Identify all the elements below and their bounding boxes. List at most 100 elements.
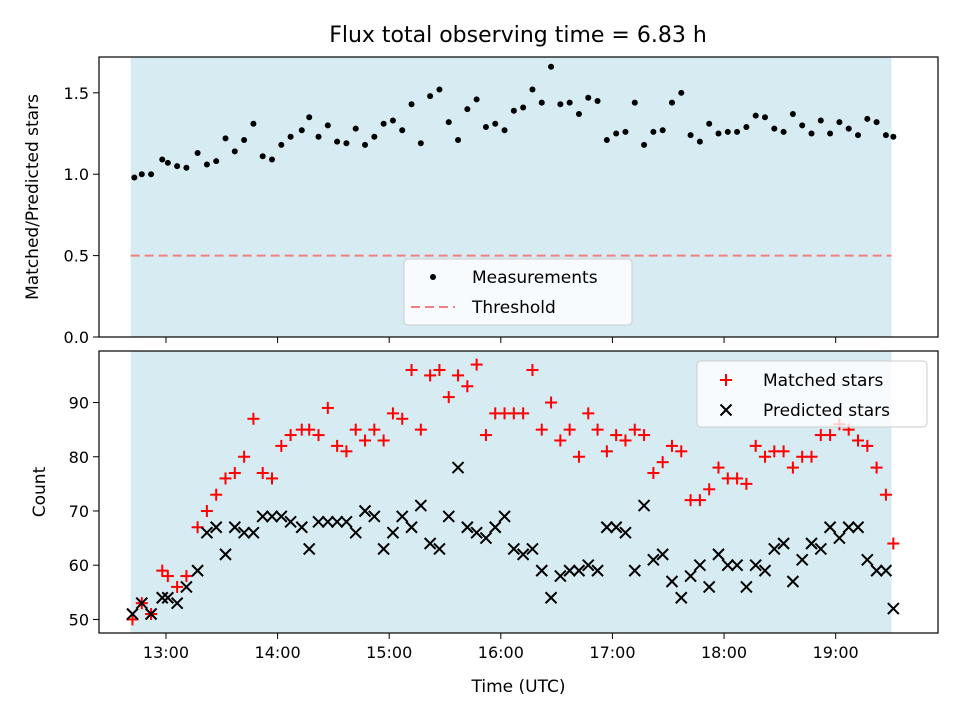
predicted-star-point	[609, 521, 623, 534]
y-tick-label: 70	[69, 502, 89, 521]
measurement-point	[250, 120, 257, 127]
measurement-point	[585, 94, 592, 101]
measurement-point	[231, 148, 238, 155]
ratio-panel: 0.0 0.5 1.0 1.5 Matched/Predicted stars Mea…	[23, 56, 939, 347]
matched-star-point	[156, 564, 169, 577]
matched-star-point	[870, 461, 883, 474]
y-tick-label: 1.0	[64, 165, 89, 184]
predicted-star-point	[265, 510, 279, 523]
matched-star-point	[887, 537, 900, 550]
matched-star-point	[731, 472, 744, 485]
matched-star-point	[424, 369, 437, 382]
matched-star-point	[554, 434, 567, 447]
measurement-point	[724, 128, 731, 135]
matched-star-point	[479, 429, 492, 442]
legend-label-threshold: Threshold	[471, 298, 556, 318]
matched-star-point	[656, 456, 669, 469]
matched-star-point	[266, 472, 279, 485]
predicted-star-point	[358, 504, 372, 518]
measurement-point	[696, 138, 703, 145]
measurement-point	[864, 115, 871, 122]
y-axis-ticks: 50 60 70 80 90	[69, 394, 99, 629]
measurement-point	[575, 110, 582, 117]
predicted-star-point	[628, 564, 641, 577]
matched-star-point	[675, 445, 688, 458]
measurement-point	[548, 63, 555, 70]
measurement-point	[408, 101, 415, 108]
measurement-point	[836, 119, 843, 126]
matched-star-point	[303, 423, 316, 436]
x-tick-label: 14:00	[255, 643, 301, 662]
matched-star-point	[228, 467, 241, 480]
legend-marker-predicted	[719, 403, 733, 417]
predicted-star-point	[805, 537, 818, 550]
measurement-point	[427, 93, 434, 100]
matched-star-point	[879, 488, 892, 501]
predicted-star-point	[386, 526, 400, 539]
matched-star-points	[126, 358, 900, 626]
predicted-star-point	[563, 564, 576, 577]
x-axis-label: Time (UTC)	[471, 677, 566, 697]
chart-title: Flux total observing time = 6.83 h	[329, 23, 707, 48]
matched-star-point	[824, 429, 837, 442]
matched-star-point	[712, 461, 725, 474]
measurement-point	[445, 119, 452, 126]
measurement-point	[287, 133, 294, 140]
measurement-point	[174, 163, 181, 170]
predicted-star-point	[498, 510, 511, 523]
predicted-star-point	[656, 548, 669, 561]
legend-plus-marker	[720, 374, 732, 386]
matched-star-point	[171, 580, 184, 593]
matched-star-point	[442, 391, 455, 404]
matched-star-point	[610, 429, 623, 442]
measurement-point	[520, 104, 527, 111]
matched-star-point	[284, 429, 297, 442]
matched-star-point	[693, 494, 706, 507]
measurement-point	[164, 159, 171, 166]
measurement-point	[659, 127, 666, 134]
measurement-point	[213, 158, 220, 165]
matched-star-point	[805, 450, 818, 463]
x-tick-label: 18:00	[701, 643, 747, 662]
predicted-star-point	[730, 559, 744, 572]
predicted-star-point	[887, 602, 900, 615]
predicted-star-point	[247, 526, 260, 539]
measurement-point	[808, 130, 815, 137]
predicted-star-point	[619, 526, 632, 539]
predicted-star-point	[712, 548, 725, 561]
predicted-star-point	[405, 521, 418, 534]
predicted-star-point	[758, 564, 772, 577]
predicted-star-point	[814, 542, 828, 556]
y-tick-label: 50	[69, 610, 89, 629]
predicted-star-point	[284, 515, 297, 529]
measurement-point	[510, 107, 517, 114]
measurement-point	[715, 130, 722, 137]
measurement-point	[222, 135, 229, 142]
measurement-point	[278, 141, 285, 148]
predicted-star-point	[721, 559, 734, 572]
predicted-star-point	[219, 548, 232, 561]
predicted-star-point	[740, 580, 753, 594]
y-tick-label: 90	[69, 394, 89, 413]
legend-x-marker	[719, 403, 733, 417]
matched-star-point	[628, 423, 641, 436]
measurement-point	[678, 89, 685, 96]
y-tick-label: 0.5	[64, 247, 89, 266]
predicted-star-point	[786, 575, 800, 588]
x-axis-ticks	[165, 337, 837, 343]
predicted-star-point	[768, 542, 781, 556]
y-axis-label: Matched/Predicted stars	[23, 94, 43, 300]
x-axis-ticks: 13:00 14:00 15:00 16:00 17:00 18:00 19:00	[143, 633, 859, 662]
y-tick-label: 1.5	[64, 84, 89, 103]
measurement-point	[464, 106, 471, 113]
matched-star-point	[572, 450, 585, 463]
measurement-point	[306, 114, 313, 121]
matched-star-point	[368, 423, 381, 436]
predicted-star-point	[749, 559, 762, 572]
measurement-point	[241, 137, 248, 144]
measurement-point	[380, 120, 387, 127]
predicted-star-point	[535, 564, 548, 577]
count-panel: 50 60 70 80 90 13:00 14:00 15:00 16:00 17:00 18:0…	[30, 350, 939, 697]
predicted-star-point	[879, 564, 893, 577]
